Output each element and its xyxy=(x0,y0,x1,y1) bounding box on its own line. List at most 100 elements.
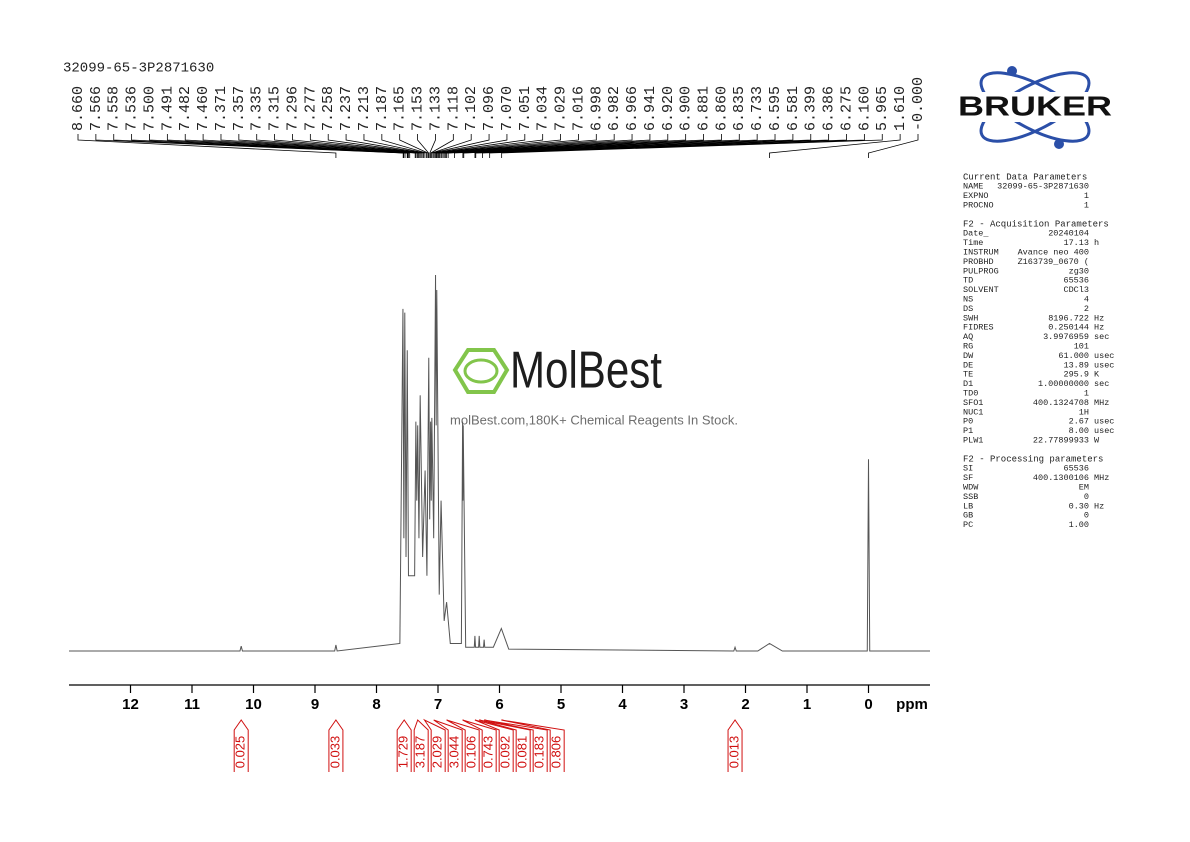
x-tick-label: 2 xyxy=(741,696,749,713)
integral-bracket xyxy=(433,719,463,772)
peak-connector xyxy=(501,134,883,158)
peak-connector xyxy=(442,134,669,158)
peak-label: 7.051 xyxy=(517,86,534,131)
parameter-name: TD0 xyxy=(963,388,978,398)
peak-connector xyxy=(202,134,411,158)
peak-label: -0.000 xyxy=(910,77,927,131)
integral-bracket xyxy=(484,719,548,772)
peak-connector xyxy=(345,134,424,158)
parameter-value: 13.89 xyxy=(1063,360,1089,370)
peak-label: 6.900 xyxy=(678,86,695,131)
parameter-unit: Hz xyxy=(1094,323,1104,333)
parameter-value: 1 xyxy=(1084,191,1089,201)
x-tick-label: 0 xyxy=(864,696,872,713)
parameter-value: 1H xyxy=(1079,407,1089,417)
parameter-unit: K xyxy=(1094,370,1100,380)
peak-label: 6.399 xyxy=(803,86,820,131)
parameter-value: CDCl3 xyxy=(1063,285,1089,295)
watermark-hexagon xyxy=(452,348,510,394)
peak-connector xyxy=(441,134,651,158)
peak-label: 6.860 xyxy=(713,86,730,131)
integral-label: 0.106 xyxy=(464,736,479,769)
parameter-value: EM xyxy=(1079,482,1089,492)
parameter-value: 0.30 xyxy=(1069,501,1089,511)
integral-bracket xyxy=(413,719,429,772)
peak-connector xyxy=(381,134,427,158)
peak-label: 7.491 xyxy=(159,86,176,131)
peak-connector xyxy=(363,134,426,158)
parameter-value: 32099-65-3P2871630 xyxy=(997,182,1089,192)
parameter-name: FIDRES xyxy=(963,323,994,333)
integral-bracket xyxy=(396,719,412,772)
parameter-value: zg30 xyxy=(1069,266,1089,276)
peak-label: 7.460 xyxy=(195,86,212,131)
watermark-text: molBest.com,180K+ Chemical Reagents In S… xyxy=(450,412,738,427)
parameter-name: SSB xyxy=(963,492,978,502)
logo-text: BRUKER xyxy=(958,90,1112,121)
parameter-group-title: Current Data Parameters xyxy=(963,172,1087,182)
parameter-value: 65536 xyxy=(1063,276,1089,286)
parameter-value: 8196.722 xyxy=(1048,313,1089,323)
parameter-value: 295.9 xyxy=(1063,370,1089,380)
peak-connector xyxy=(447,134,740,158)
parameter-unit: usec xyxy=(1094,360,1114,370)
peak-connector xyxy=(184,134,409,158)
parameter-value: 1.00000000 xyxy=(1038,379,1089,389)
peak-connector xyxy=(463,134,794,158)
parameter-name: AQ xyxy=(963,332,973,342)
integral-label: 2.029 xyxy=(430,736,445,769)
chart-title: 32099-65-3P2871630 xyxy=(63,61,214,77)
peak-label: 7.237 xyxy=(338,86,355,131)
parameter-name: NAME xyxy=(963,182,983,192)
peak-connector xyxy=(443,134,687,158)
parameter-value: Z163739_0670 ( xyxy=(1018,257,1089,267)
peak-label: 7.335 xyxy=(249,86,266,131)
parameter-unit: usec xyxy=(1094,426,1114,436)
peak-connector xyxy=(327,134,423,158)
peak-connector xyxy=(436,134,579,158)
parameter-name: SOLVENT xyxy=(963,285,999,295)
peak-connector xyxy=(399,134,429,158)
parameter-name: DW xyxy=(963,351,974,361)
x-tick-label: 11 xyxy=(184,696,200,713)
peak-label: 7.357 xyxy=(231,86,248,131)
integral-bracket xyxy=(727,719,743,772)
parameter-value: 3.9976959 xyxy=(1043,332,1089,342)
parameter-value: 400.1300106 xyxy=(1033,473,1089,483)
peak-label: 7.118 xyxy=(445,86,462,131)
integral-bracket xyxy=(479,719,531,772)
x-tick-label: 10 xyxy=(245,696,262,713)
parameter-value: 17.13 xyxy=(1063,238,1089,248)
peak-connector xyxy=(95,134,404,158)
parameter-name: SI xyxy=(963,464,973,474)
parameter-value: 400.1324708 xyxy=(1033,398,1089,408)
peak-label: 6.160 xyxy=(856,86,873,131)
x-tick-label: 5 xyxy=(557,696,565,713)
peak-connector xyxy=(475,134,830,158)
parameter-name: DE xyxy=(963,360,973,370)
peak-connector xyxy=(149,134,408,158)
peak-label: 6.581 xyxy=(785,86,802,131)
parameter-name: GB xyxy=(963,511,973,521)
parameter-unit: MHz xyxy=(1094,473,1109,483)
peak-label: 7.016 xyxy=(570,86,587,131)
peak-label: 6.881 xyxy=(696,86,713,131)
x-axis-label: ppm xyxy=(896,696,928,713)
parameter-name: PROBHD xyxy=(963,257,994,267)
parameter-unit: W xyxy=(1094,435,1100,445)
parameter-value: 61.000 xyxy=(1058,351,1089,361)
peak-label: 6.835 xyxy=(731,86,748,131)
peak-connector xyxy=(429,134,436,158)
peak-connector xyxy=(431,134,490,158)
parameter-value: 1 xyxy=(1084,388,1089,398)
integral-label: 0.743 xyxy=(481,736,496,769)
peak-connector xyxy=(238,134,417,158)
integral-label: 0.033 xyxy=(327,736,342,769)
logo-orbit xyxy=(979,71,1091,143)
parameter-value: 8.00 xyxy=(1069,426,1089,436)
parameter-name: PLW1 xyxy=(963,435,983,445)
integral-label: 0.013 xyxy=(726,736,741,769)
parameter-name: LB xyxy=(963,501,973,511)
